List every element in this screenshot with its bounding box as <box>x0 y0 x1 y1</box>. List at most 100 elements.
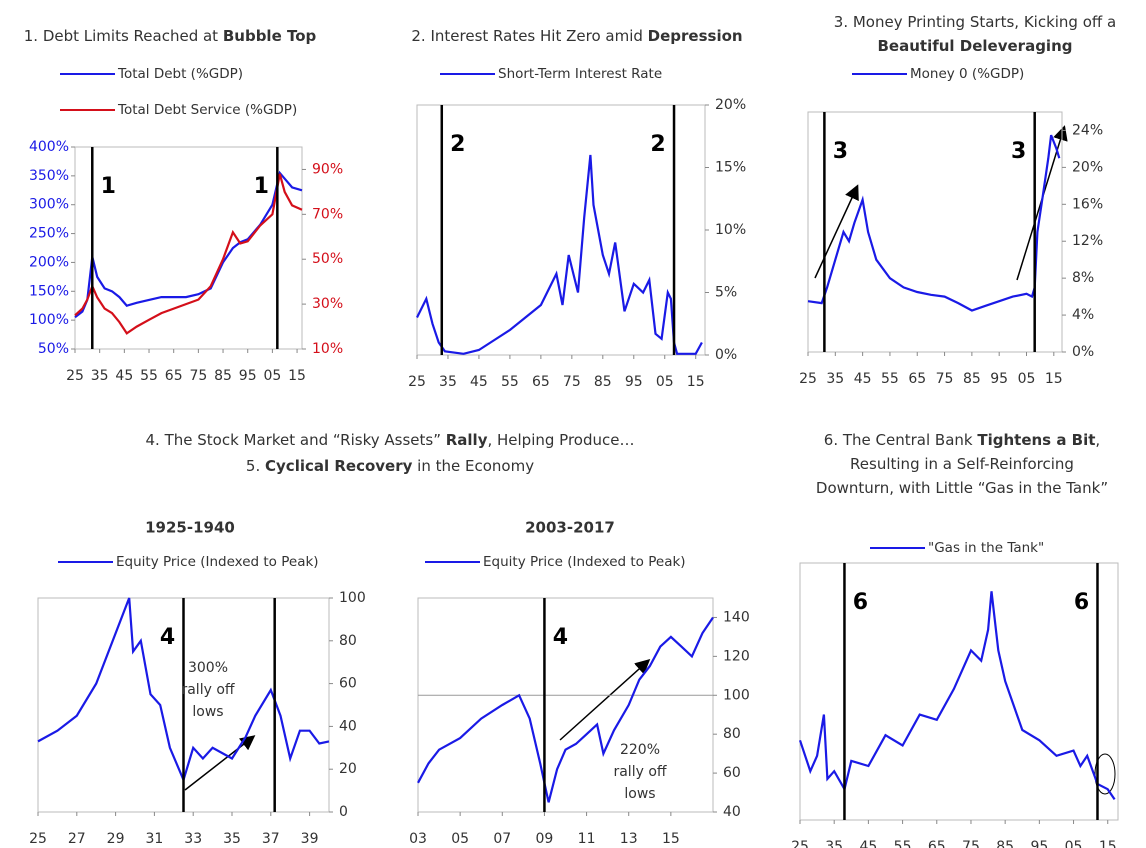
x-tick-label: 45 <box>115 368 133 384</box>
event-label: 2 <box>450 132 465 157</box>
y-tick-label: 50% <box>312 251 343 267</box>
chart-title-part: 1. Debt Limits Reached at <box>24 27 223 45</box>
group-title: 4. The Stock Market and “Risky Assets” R… <box>146 431 635 449</box>
y-tick-label: 80 <box>339 633 357 649</box>
x-tick-label: 33 <box>184 831 202 847</box>
chart-title-part: , <box>1095 431 1100 449</box>
series-line <box>417 616 714 803</box>
event-label: 3 <box>833 139 848 164</box>
series-line <box>807 134 1061 312</box>
y-tick-label: 300% <box>29 197 69 213</box>
y-tick-label: 100% <box>29 312 69 328</box>
event-label: 3 <box>1011 139 1026 164</box>
series-line <box>74 173 303 335</box>
y-tick-label: 8% <box>1072 270 1094 286</box>
chart-title: 2. Interest Rates Hit Zero amid Depressi… <box>411 27 742 45</box>
group-title-part: , Helping Produce… <box>487 431 634 449</box>
chart-subtitle: 1925-1940 <box>145 519 235 537</box>
chart-title-part: Tightens a Bit <box>977 431 1095 449</box>
x-tick-label: 55 <box>140 368 158 384</box>
x-tick-label: 05 <box>263 368 281 384</box>
x-tick-label: 95 <box>239 368 257 384</box>
y-tick-label: 200% <box>29 254 69 270</box>
x-tick-label: 35 <box>439 374 457 390</box>
x-tick-label: 35 <box>223 831 241 847</box>
x-tick-label: 15 <box>288 368 306 384</box>
chart-title: 3. Money Printing Starts, Kicking off a <box>834 13 1116 31</box>
x-tick-label: 09 <box>536 831 554 847</box>
y-tick-label: 15% <box>715 160 746 176</box>
x-tick-label: 05 <box>451 831 469 847</box>
annotation: rally off <box>613 764 666 780</box>
arrow <box>559 658 651 741</box>
y-tick-label: 40 <box>723 804 741 820</box>
y-tick-label: 20 <box>339 761 357 777</box>
x-tick-label: 07 <box>493 831 511 847</box>
x-tick-label: 95 <box>1030 839 1048 848</box>
annotation: lows <box>192 704 223 720</box>
x-tick-label: 31 <box>145 831 163 847</box>
series-line <box>74 170 303 319</box>
x-tick-label: 35 <box>825 839 843 848</box>
plot-frame <box>807 111 1063 353</box>
y-tick-label: 70% <box>312 206 343 222</box>
chart-title: Downturn, with Little “Gas in the Tank” <box>816 479 1108 497</box>
x-tick-label: 75 <box>936 371 954 387</box>
chart-title-part: Depression <box>648 27 743 45</box>
x-tick-label: 65 <box>532 374 550 390</box>
legend-label: "Gas in the Tank" <box>928 540 1044 556</box>
series-line <box>798 591 1116 801</box>
x-tick-label: 15 <box>687 374 705 390</box>
y-tick-label: 250% <box>29 226 69 242</box>
y-tick-label: 24% <box>1072 122 1103 138</box>
x-tick-label: 95 <box>990 371 1008 387</box>
x-tick-label: 05 <box>1065 839 1083 848</box>
x-tick-label: 11 <box>578 831 596 847</box>
chart-title-part: Bubble Top <box>223 27 317 45</box>
event-label: 1 <box>101 174 116 199</box>
x-tick-label: 27 <box>68 831 86 847</box>
plot-frame <box>799 562 1119 821</box>
chart-title: Resulting in a Self-Reinforcing <box>850 455 1074 473</box>
y-tick-label: 16% <box>1072 196 1103 212</box>
chart-title: Beautiful Deleveraging <box>878 37 1073 55</box>
chart-title-part: Beautiful Deleveraging <box>878 37 1073 55</box>
y-tick-label: 40 <box>339 718 357 734</box>
x-tick-label: 75 <box>563 374 581 390</box>
chart-title: 6. The Central Bank Tightens a Bit, <box>824 431 1100 449</box>
legend-label: Money 0 (%GDP) <box>910 66 1024 82</box>
x-tick-label: 45 <box>859 839 877 848</box>
legend-label: Short-Term Interest Rate <box>498 66 662 82</box>
event-label: 2 <box>650 132 665 157</box>
group-title-part: 5. <box>246 457 265 475</box>
chart-title-part: 2. Interest Rates Hit Zero amid <box>411 27 647 45</box>
group-title-part: Rally <box>446 431 488 449</box>
x-tick-label: 35 <box>826 371 844 387</box>
x-tick-label: 55 <box>894 839 912 848</box>
x-tick-label: 25 <box>791 839 809 848</box>
y-tick-label: 50% <box>38 341 69 357</box>
y-tick-label: 120 <box>723 648 750 664</box>
series-line <box>37 597 330 784</box>
y-tick-label: 350% <box>29 168 69 184</box>
x-tick-label: 35 <box>91 368 109 384</box>
annotation: rally off <box>181 682 234 698</box>
x-tick-label: 85 <box>996 839 1014 848</box>
y-tick-label: 12% <box>1072 233 1103 249</box>
x-tick-label: 03 <box>409 831 427 847</box>
x-tick-label: 37 <box>262 831 280 847</box>
event-label: 4 <box>160 625 175 650</box>
chart-title-part: 3. Money Printing Starts, Kicking off a <box>834 13 1116 31</box>
y-tick-label: 140 <box>723 609 750 625</box>
y-tick-label: 150% <box>29 283 69 299</box>
x-tick-label: 85 <box>594 374 612 390</box>
x-tick-label: 45 <box>854 371 872 387</box>
annotation: 300% <box>188 660 228 676</box>
x-tick-label: 25 <box>799 371 817 387</box>
event-label: 4 <box>553 625 568 650</box>
arrow <box>184 735 256 791</box>
x-tick-label: 65 <box>908 371 926 387</box>
y-tick-label: 100 <box>339 590 366 606</box>
plot-frame <box>74 146 303 350</box>
